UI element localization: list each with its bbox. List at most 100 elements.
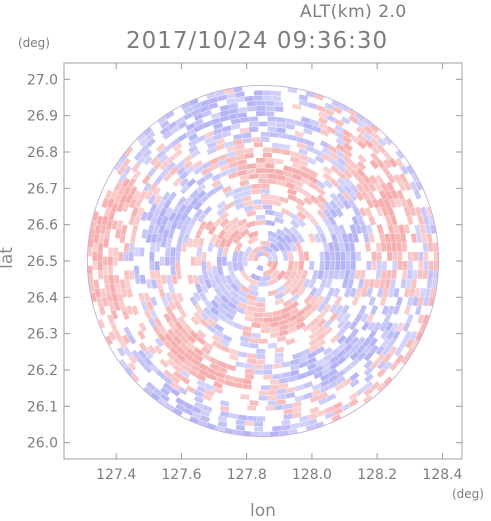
radar-gate [370, 152, 380, 162]
radar-gate [221, 125, 232, 133]
radar-gate [303, 392, 313, 400]
radar-gate [193, 118, 204, 127]
radar-gate [296, 211, 307, 221]
radar-gate [232, 261, 239, 272]
radar-gate [162, 382, 173, 392]
radar-gate [270, 431, 280, 437]
radar-gate [289, 369, 300, 377]
radar-gate [160, 238, 167, 248]
radar-gate [177, 316, 187, 327]
radar-gate [149, 363, 160, 374]
radar-gate [116, 219, 124, 230]
radar-gate [246, 168, 256, 175]
radar-gate [210, 117, 221, 126]
radar-gate [167, 191, 177, 202]
radar-gate [121, 177, 131, 188]
radar-gate [291, 162, 302, 170]
radar-gate [302, 323, 313, 333]
radar-gate [322, 208, 332, 219]
radar-gate [123, 165, 132, 176]
radar-gate [171, 274, 178, 285]
radar-gate [202, 393, 213, 402]
radar-gate [193, 311, 203, 322]
radar-gate [352, 206, 362, 217]
radar-gate [289, 300, 300, 310]
radar-gate [285, 386, 296, 394]
radar-gate [323, 200, 333, 211]
radar-gate [187, 237, 194, 248]
radar-gate [260, 385, 270, 391]
radar-gate [316, 325, 327, 336]
radar-gate [285, 392, 296, 399]
radar-gate [242, 330, 252, 338]
radar-gate [118, 358, 128, 369]
radar-gate [392, 305, 401, 315]
radar-gate [131, 162, 141, 173]
radar-gate [261, 431, 270, 437]
radar-gate [230, 282, 240, 293]
radar-gate [163, 199, 172, 210]
radar-gate [390, 322, 399, 333]
y-tick-label: 26.5 [27, 254, 58, 270]
radar-gate [319, 232, 327, 243]
radar-gate [251, 431, 261, 437]
radar-gate [121, 224, 128, 235]
radar-gate [298, 261, 305, 271]
radar-gate [229, 222, 240, 233]
radar-gate [255, 168, 266, 174]
y-tick-label: 26.4 [27, 290, 58, 306]
radar-gate [248, 289, 259, 297]
radar-gate [263, 204, 273, 210]
radar-gate [170, 292, 179, 303]
radar-gate [355, 251, 362, 261]
radar-gate [213, 217, 223, 228]
radar-gate [260, 188, 270, 194]
radar-gate [340, 251, 346, 261]
radar-gate [169, 346, 180, 357]
radar-gate [349, 224, 357, 235]
radar-gate [159, 207, 168, 218]
radar-gate [198, 220, 208, 231]
radar-gate [332, 287, 341, 298]
radar-gate [308, 175, 319, 185]
radar-gate [280, 207, 291, 216]
radar-gate [276, 174, 287, 181]
radar-gate [176, 353, 186, 363]
radar-gate [117, 346, 126, 357]
radar-gate [206, 367, 217, 376]
radar-gate [152, 160, 163, 171]
radar-gate [380, 242, 387, 252]
radar-gate [369, 159, 379, 170]
radar-gate [160, 393, 170, 403]
radar-gate [335, 375, 346, 385]
radar-gate [139, 144, 150, 154]
radar-gate [376, 144, 387, 154]
radar-gate [419, 224, 426, 234]
radar-gate [289, 232, 299, 244]
radar-gate [360, 287, 368, 298]
radar-gate [212, 133, 223, 141]
radar-gate [406, 215, 414, 226]
radar-gate [342, 312, 352, 323]
radar-gate [126, 288, 134, 298]
radar-gate [230, 123, 241, 130]
radar-gate [386, 242, 392, 252]
radar-gate [175, 397, 186, 406]
radar-gate [349, 336, 360, 346]
radar-gate [274, 357, 284, 364]
radar-gate [206, 141, 217, 150]
radar-gate [247, 283, 259, 292]
radar-gate [257, 281, 269, 287]
radar-gate [276, 335, 287, 343]
radar-gate [247, 236, 259, 245]
radar-gate [108, 247, 114, 257]
radar-gate [158, 288, 166, 299]
radar-gate [228, 171, 239, 180]
radar-gate [338, 270, 345, 280]
radar-gate [239, 117, 250, 123]
radar-gate [267, 400, 277, 406]
radar-gate [267, 289, 278, 297]
radar-gate [219, 274, 228, 285]
radar-gate [104, 189, 113, 200]
radar-gate [298, 360, 309, 369]
